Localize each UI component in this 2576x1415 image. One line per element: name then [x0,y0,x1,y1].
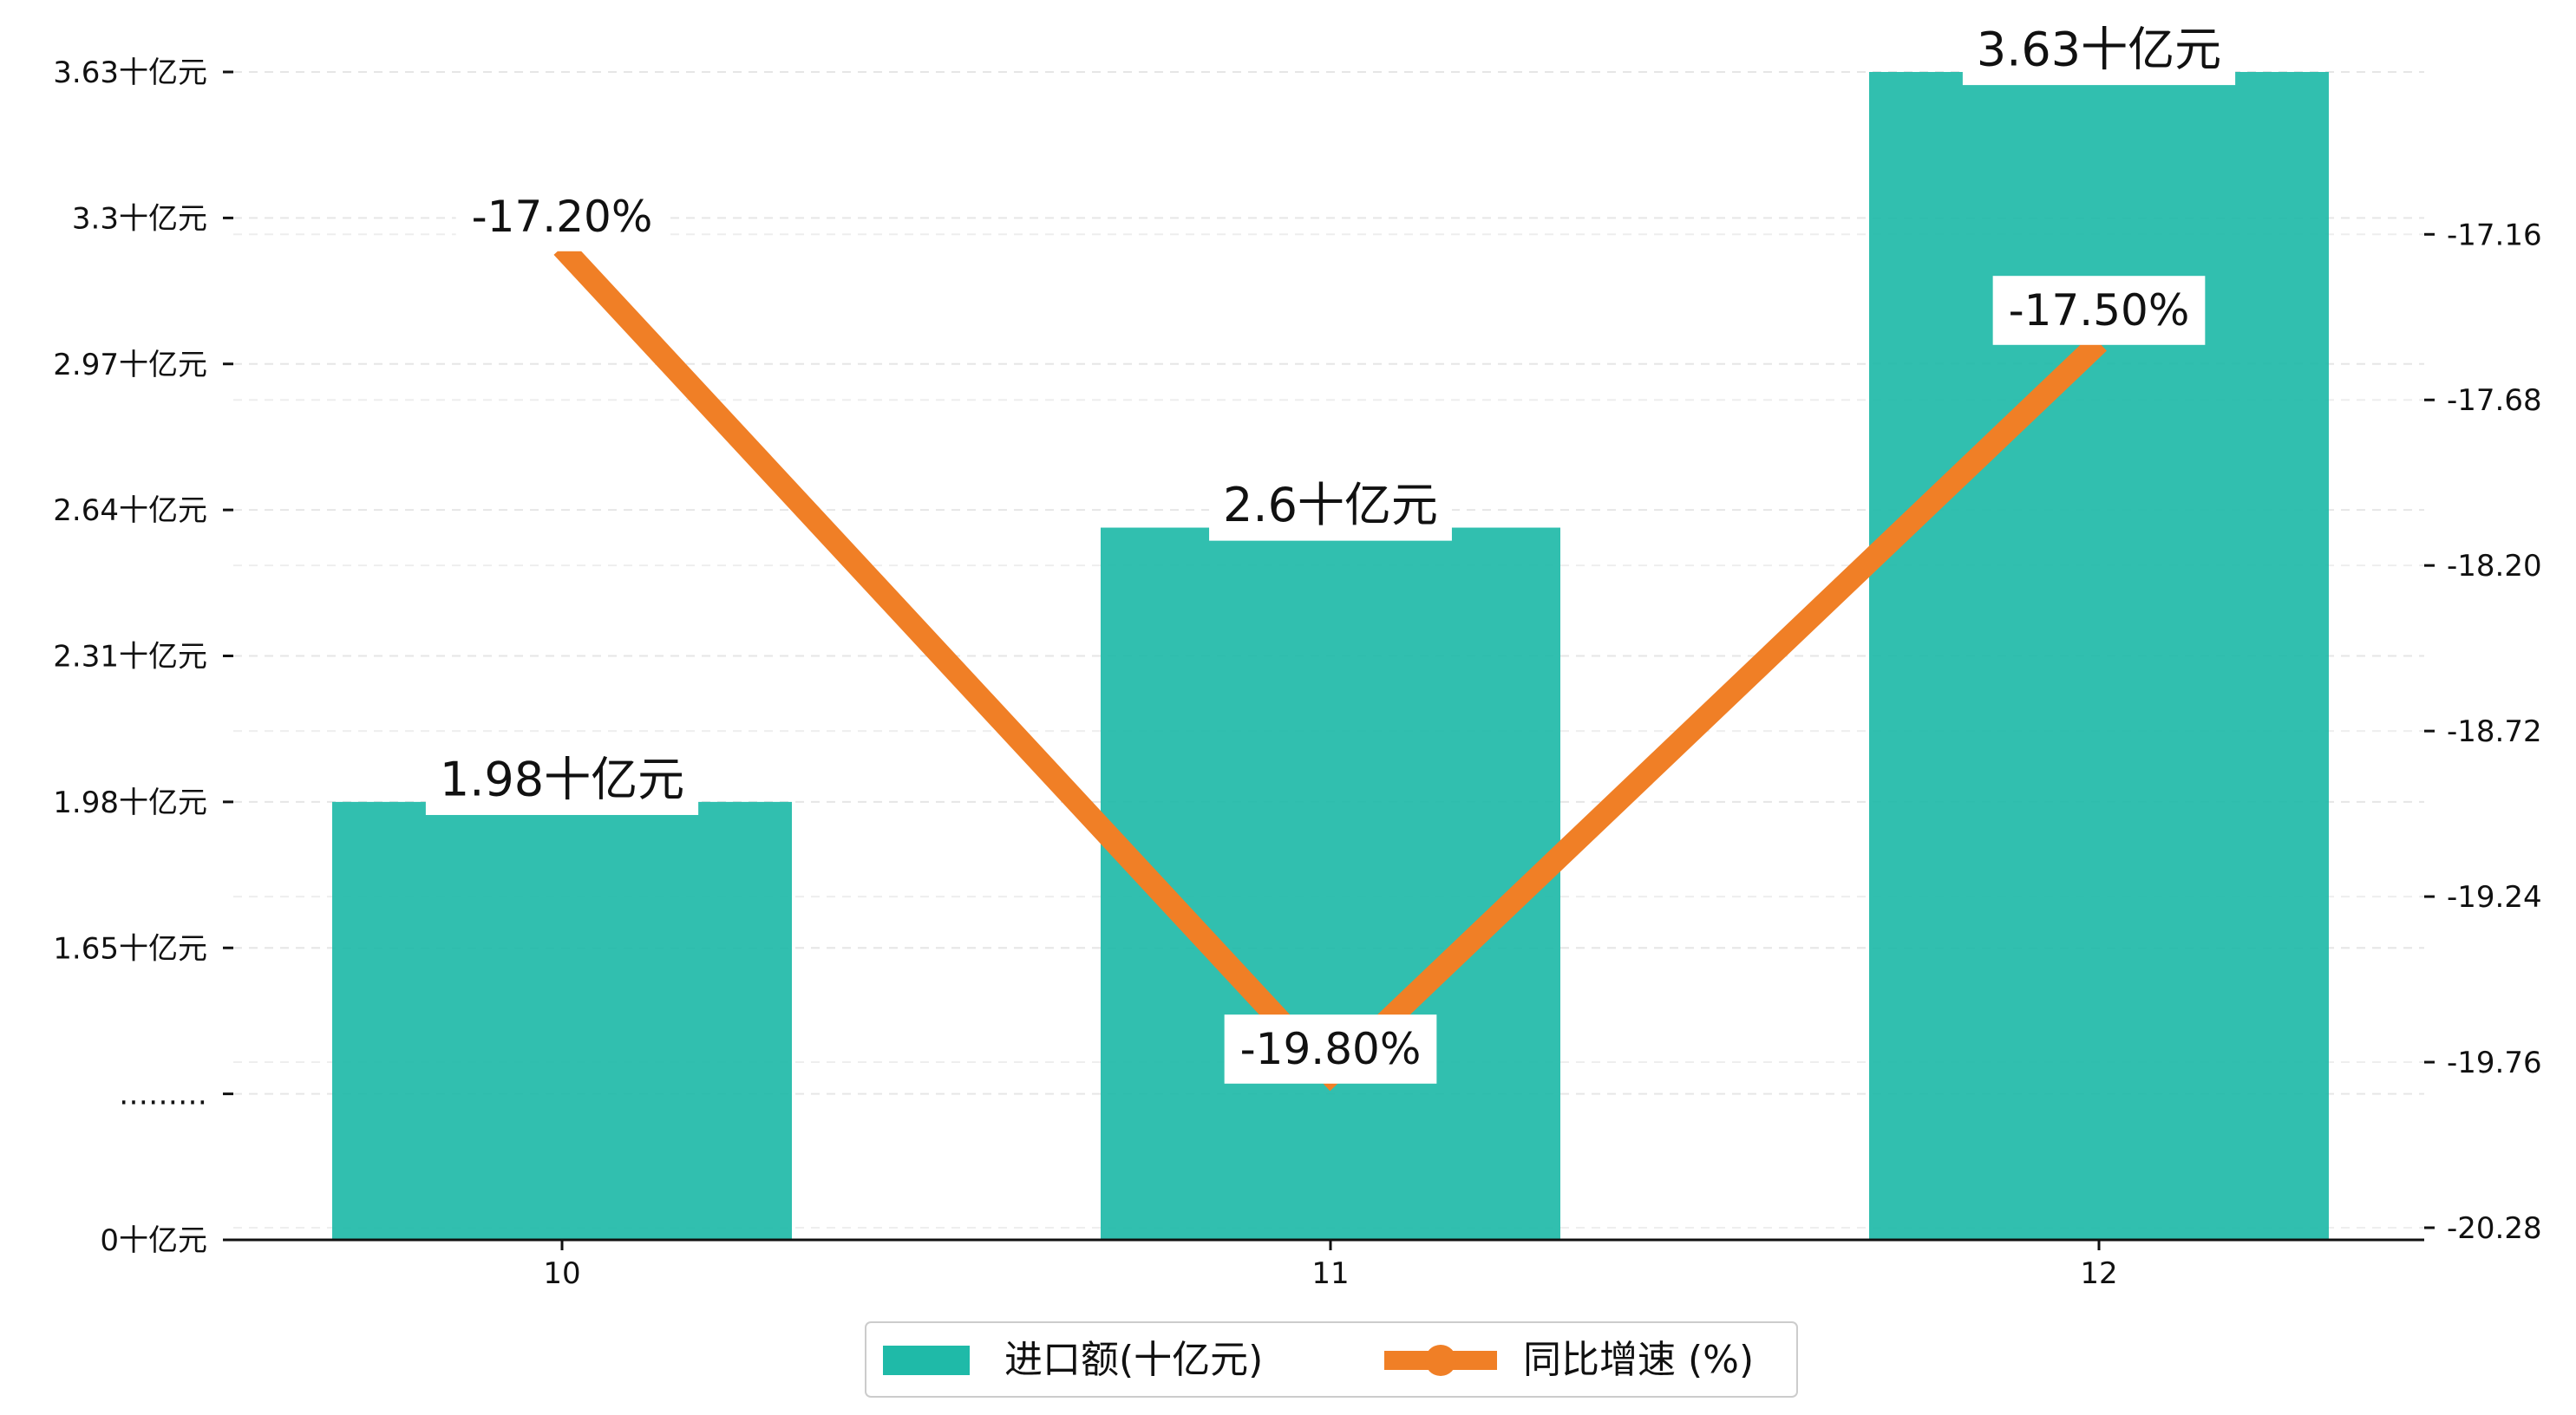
right-tick-label: -18.72 [2447,714,2542,749]
left-tick-label: 0十亿元 [100,1223,207,1258]
axes: 0十亿元 ……… 1.65十亿元 1.98十亿元 2.31十亿元 2.64十亿元 2.97十… [53,55,2541,1291]
bar-value-label-box [1962,13,2236,86]
left-tick-label: 3.63十亿元 [53,55,207,90]
legend-swatch-bar [883,1346,970,1375]
bar-value-label-box [1209,469,1452,541]
legend-label-bar: 进口额(十亿元) [1004,1338,1263,1382]
left-tick-label: 2.97十亿元 [53,348,207,382]
growth-value-label-text: -17.20% [472,192,653,242]
right-tick-label: -17.68 [2447,383,2542,418]
bar-11 [1101,527,1560,1240]
right-tick-label: -19.24 [2447,880,2542,915]
growth-value-label-box [1224,1014,1437,1084]
bar-value-label: 2.6十亿元 [1209,469,1452,541]
bar-value-label-box [425,743,699,815]
x-tick-label: 10 [543,1256,580,1291]
left-tick-label: 1.65十亿元 [53,931,207,966]
growth-value-label: -19.80% [1224,1014,1437,1084]
bar-value-label-text: 2.6十亿元 [1223,478,1438,532]
bar-10 [332,801,792,1240]
growth-value-label-text: -19.80% [1240,1024,1422,1074]
right-tick-label: -18.20 [2447,549,2542,584]
right-tick-label: -20.28 [2447,1211,2542,1246]
legend-box [865,1321,1798,1398]
x-tick-label: 11 [1311,1256,1349,1291]
bar-value-label-text: 3.63十亿元 [1977,23,2221,77]
growth-value-label-box [455,182,669,251]
legend-label-line: 同比增速 (%) [1523,1338,1754,1382]
left-tick-label: 2.64十亿元 [53,493,207,528]
bar-12 [1869,72,2329,1240]
growth-value-label-text: -17.50% [2009,285,2190,336]
right-tick-label: -17.16 [2447,218,2542,252]
x-tick-label: 12 [2080,1256,2117,1291]
left-tick-label: ……… [119,1078,207,1112]
growth-value-label: -17.20% [455,182,669,251]
legend-marker-line [1425,1345,1456,1376]
growth-value-label-box [1992,276,2206,345]
growth-value-label: -17.50% [1992,276,2206,345]
left-tick-label: 1.98十亿元 [53,786,207,820]
bar-value-label-text: 1.98十亿元 [440,752,684,806]
bar-value-label: 1.98十亿元 [425,743,699,815]
legend: 进口额(十亿元) 同比增速 (%) [865,1321,1798,1398]
data-labels: 1.98十亿元 2.6十亿元 3.63十亿元 -17.20% -19.80% -17.50… [425,13,2236,1084]
left-tick-label: 3.3十亿元 [72,201,207,236]
right-tick-label: -19.76 [2447,1046,2542,1080]
bar-series [332,72,2329,1240]
left-tick-label: 2.31十亿元 [53,640,207,675]
bar-value-label: 3.63十亿元 [1962,13,2236,86]
